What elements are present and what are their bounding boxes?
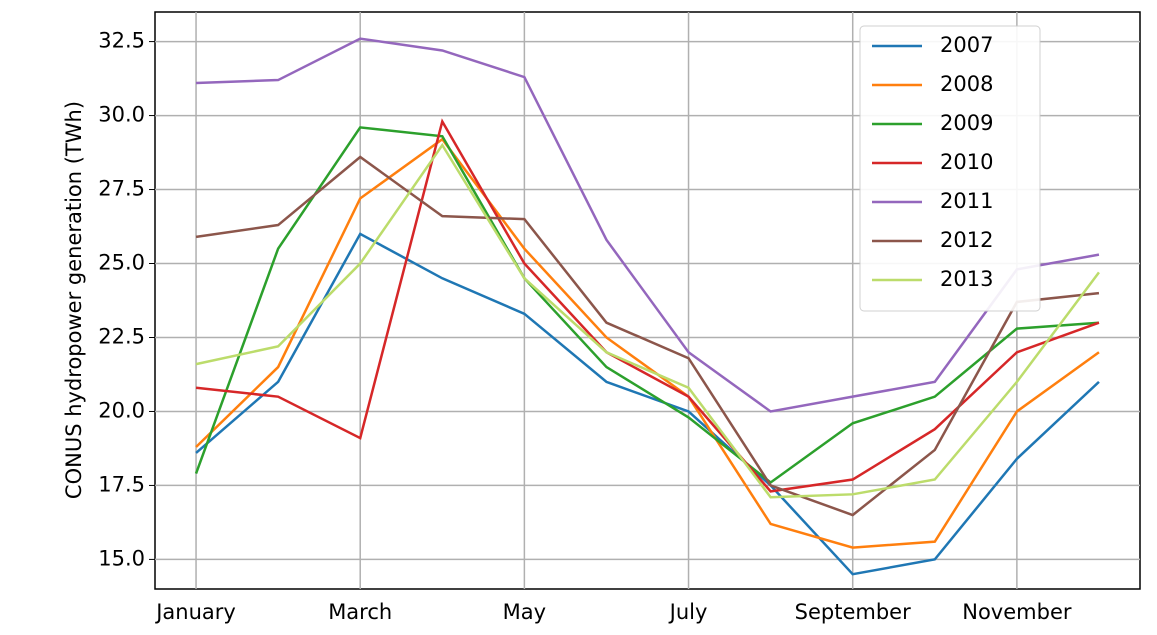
x-tick-label: March	[328, 600, 392, 624]
y-tick-label: 17.5	[98, 472, 145, 496]
series-line	[194, 126, 1100, 485]
legend-label: 2011	[940, 189, 993, 213]
series-line	[195, 155, 1100, 517]
series-line	[195, 37, 1100, 413]
series-line	[195, 137, 1100, 549]
legend-label: 2013	[940, 267, 993, 291]
y-tick-label: 15.0	[98, 546, 145, 570]
y-tick-label: 20.0	[98, 398, 145, 422]
y-tick-label: 30.0	[98, 103, 145, 127]
series-line	[195, 142, 1100, 499]
y-tick-label: 25.0	[98, 251, 145, 275]
legend-label: 2012	[940, 228, 993, 252]
y-tick-label: 22.5	[98, 324, 145, 348]
legend-label: 2009	[940, 111, 993, 135]
y-axis-label: CONUS hydropower generation (TWh)	[62, 101, 86, 499]
legend-label: 2008	[940, 72, 993, 96]
legend-label: 2010	[940, 150, 993, 174]
y-tick-label: 27.5	[98, 177, 145, 201]
x-tick-label: May	[503, 600, 546, 624]
y-tick-label: 32.5	[98, 29, 145, 53]
x-tick-label: September	[795, 600, 911, 624]
x-tick-label: January	[154, 600, 236, 624]
series-line	[195, 118, 1100, 493]
x-tick-label: November	[962, 600, 1072, 624]
x-tick-label: July	[668, 600, 708, 624]
legend-label: 2007	[940, 33, 993, 57]
series-line	[195, 232, 1100, 576]
